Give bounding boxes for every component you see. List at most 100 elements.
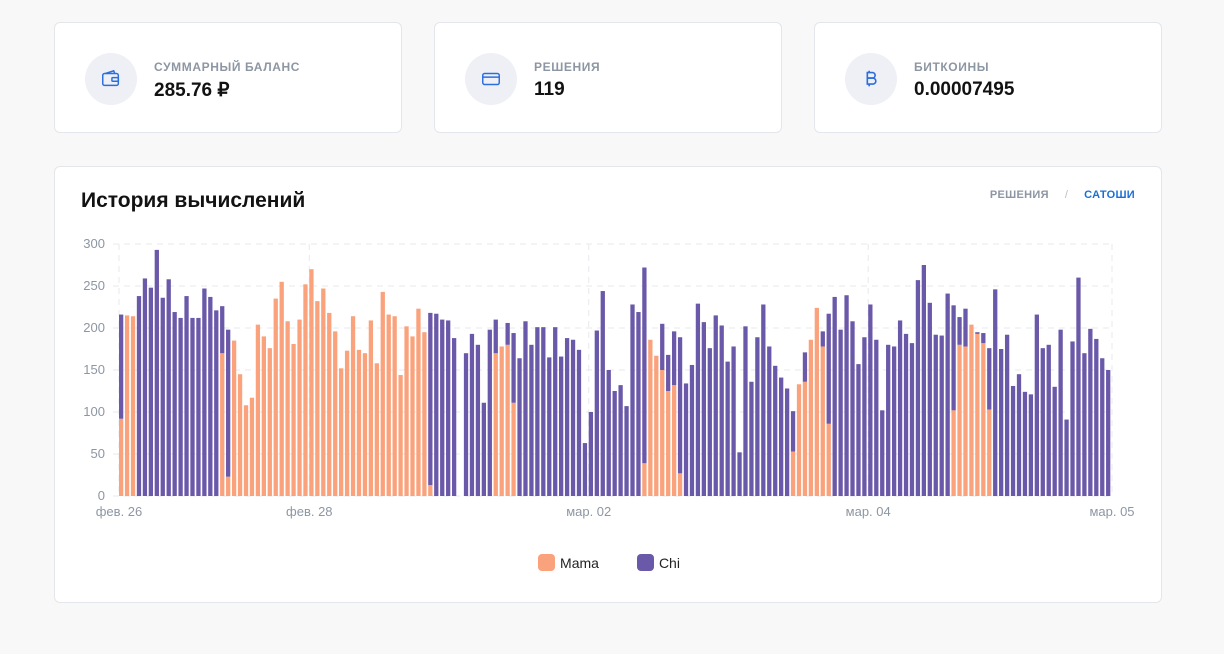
bar-chi[interactable] bbox=[505, 322, 510, 345]
bar-mama[interactable] bbox=[386, 314, 391, 496]
bar-chi[interactable] bbox=[529, 344, 534, 496]
bar-mama[interactable] bbox=[648, 339, 653, 496]
bar-mama[interactable] bbox=[327, 312, 332, 496]
bar-mama[interactable] bbox=[802, 381, 808, 496]
bar-mama[interactable] bbox=[511, 402, 516, 496]
bar-mama[interactable] bbox=[261, 336, 266, 496]
bar-mama[interactable] bbox=[267, 348, 272, 496]
bar-mama[interactable] bbox=[124, 315, 130, 496]
bar-mama[interactable] bbox=[249, 397, 255, 496]
bar-chi[interactable] bbox=[1052, 386, 1057, 496]
bar-mama[interactable] bbox=[654, 355, 659, 496]
bar-mama[interactable] bbox=[297, 319, 302, 496]
bar-chi[interactable] bbox=[202, 288, 207, 496]
bar-chi[interactable] bbox=[790, 411, 796, 452]
bar-chi[interactable] bbox=[469, 333, 475, 496]
bar-chi[interactable] bbox=[547, 357, 552, 496]
bar-chi[interactable] bbox=[838, 329, 843, 496]
bar-chi[interactable] bbox=[868, 304, 873, 496]
bar-chi[interactable] bbox=[178, 317, 183, 496]
bar-mama[interactable] bbox=[315, 301, 320, 496]
bar-chi[interactable] bbox=[214, 310, 219, 496]
bar-mama[interactable] bbox=[243, 405, 249, 496]
bar-chi[interactable] bbox=[594, 330, 599, 496]
bar-mama[interactable] bbox=[333, 331, 338, 496]
bar-chi[interactable] bbox=[1004, 334, 1010, 496]
bar-chi[interactable] bbox=[939, 335, 944, 496]
bar-chi[interactable] bbox=[1046, 344, 1051, 496]
bar-chi[interactable] bbox=[927, 302, 932, 496]
bar-mama[interactable] bbox=[255, 324, 261, 496]
bar-chi[interactable] bbox=[220, 306, 225, 354]
bar-chi[interactable] bbox=[695, 303, 701, 496]
bar-chi[interactable] bbox=[440, 319, 445, 496]
bar-chi[interactable] bbox=[993, 289, 998, 496]
bar-chi[interactable] bbox=[897, 320, 903, 496]
bar-chi[interactable] bbox=[1082, 353, 1087, 496]
bar-chi[interactable] bbox=[172, 312, 177, 496]
bar-chi[interactable] bbox=[773, 365, 778, 496]
bar-mama[interactable] bbox=[957, 344, 962, 496]
bar-chi[interactable] bbox=[446, 320, 451, 496]
bar-chi[interactable] bbox=[1070, 341, 1075, 496]
bar-chi[interactable] bbox=[862, 337, 867, 496]
bar-mama[interactable] bbox=[279, 281, 284, 496]
bar-chi[interactable] bbox=[618, 385, 623, 496]
bar-chi[interactable] bbox=[428, 312, 433, 486]
bar-mama[interactable] bbox=[380, 291, 385, 496]
bar-chi[interactable] bbox=[826, 313, 831, 424]
bar-chi[interactable] bbox=[142, 278, 148, 496]
bar-mama[interactable] bbox=[428, 485, 433, 496]
bar-chi[interactable] bbox=[541, 327, 546, 496]
bar-chi[interactable] bbox=[624, 406, 629, 496]
bar-mama[interactable] bbox=[671, 385, 677, 496]
bar-chi[interactable] bbox=[975, 332, 980, 334]
bar-chi[interactable] bbox=[1010, 385, 1016, 496]
bar-mama[interactable] bbox=[368, 320, 374, 496]
bar-mama[interactable] bbox=[981, 343, 986, 496]
bar-mama[interactable] bbox=[493, 353, 498, 496]
bar-chi[interactable] bbox=[1100, 358, 1105, 496]
bar-chi[interactable] bbox=[891, 346, 897, 496]
bar-chi[interactable] bbox=[957, 317, 962, 345]
bar-chi[interactable] bbox=[737, 452, 742, 496]
bar-chi[interactable] bbox=[731, 346, 736, 496]
switch-satoshi[interactable]: САТОШИ bbox=[1084, 189, 1135, 201]
bar-mama[interactable] bbox=[505, 344, 510, 496]
bar-chi[interactable] bbox=[434, 313, 439, 496]
bar-mama[interactable] bbox=[350, 316, 356, 496]
bar-mama[interactable] bbox=[951, 410, 956, 496]
bar-chi[interactable] bbox=[1028, 394, 1034, 496]
bar-mama[interactable] bbox=[231, 340, 237, 496]
bar-chi[interactable] bbox=[451, 338, 457, 496]
bar-mama[interactable] bbox=[422, 332, 427, 496]
bar-chi[interactable] bbox=[148, 287, 154, 496]
bar-mama[interactable] bbox=[677, 473, 683, 496]
bar-chi[interactable] bbox=[475, 344, 481, 496]
bar-chi[interactable] bbox=[719, 325, 724, 496]
bar-chi[interactable] bbox=[761, 304, 766, 496]
bar-chi[interactable] bbox=[184, 296, 189, 496]
bar-chi[interactable] bbox=[511, 333, 516, 403]
bar-chi[interactable] bbox=[802, 352, 808, 382]
bar-mama[interactable] bbox=[285, 321, 290, 496]
bar-chi[interactable] bbox=[1016, 374, 1022, 496]
legend-item-chi[interactable]: Chi bbox=[636, 554, 680, 571]
bar-mama[interactable] bbox=[814, 307, 819, 496]
bar-mama[interactable] bbox=[826, 423, 831, 496]
bar-chi[interactable] bbox=[874, 339, 879, 496]
bar-chi[interactable] bbox=[119, 314, 124, 419]
bar-chi[interactable] bbox=[725, 361, 730, 496]
bar-chi[interactable] bbox=[559, 356, 564, 496]
bar-mama[interactable] bbox=[987, 409, 992, 496]
bar-mama[interactable] bbox=[392, 316, 397, 496]
bar-chi[interactable] bbox=[856, 364, 861, 496]
bar-chi[interactable] bbox=[713, 315, 718, 496]
bar-chi[interactable] bbox=[921, 265, 927, 496]
bar-chi[interactable] bbox=[779, 377, 784, 496]
bar-chi[interactable] bbox=[981, 333, 986, 344]
bar-chi[interactable] bbox=[588, 412, 594, 496]
bar-mama[interactable] bbox=[808, 339, 814, 496]
bar-chi[interactable] bbox=[160, 297, 165, 496]
bar-chi[interactable] bbox=[915, 280, 921, 496]
